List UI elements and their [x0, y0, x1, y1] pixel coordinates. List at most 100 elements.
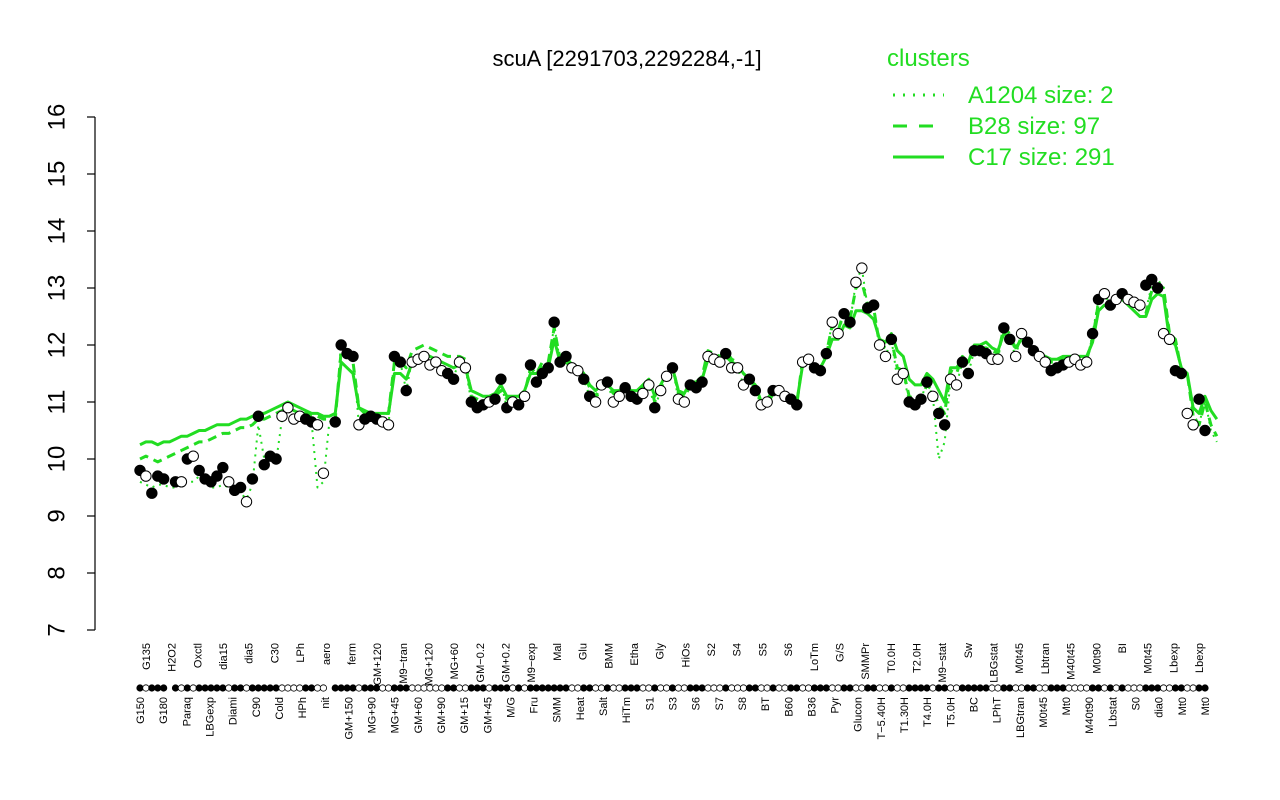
x-category-label: GM+120 — [372, 643, 384, 686]
rug-mark — [568, 684, 576, 692]
data-point — [749, 384, 762, 397]
rug-mark — [804, 684, 813, 692]
data-point — [873, 339, 886, 351]
data-point — [643, 379, 655, 391]
rug-mark — [136, 684, 144, 692]
rug-mark — [319, 684, 328, 692]
data-point — [382, 419, 395, 431]
rug-mark — [373, 684, 381, 692]
rug-mark — [432, 684, 440, 692]
x-category-label: Gly — [655, 643, 667, 660]
data-point — [1004, 333, 1016, 345]
rug-mark — [692, 684, 700, 692]
y-tick-label: 14 — [43, 218, 70, 245]
rug-mark — [858, 684, 866, 692]
data-point — [459, 362, 472, 374]
data-point — [1146, 273, 1158, 286]
data-point — [850, 276, 862, 288]
data-point — [548, 316, 560, 328]
x-category-label: Etha — [629, 642, 641, 666]
x-category-label: S2 — [706, 643, 718, 656]
x-category-label: C30 — [269, 643, 281, 663]
x-category-label: S1 — [644, 697, 656, 710]
x-category-label: M40t45 — [1066, 643, 1078, 680]
data-point — [856, 262, 868, 274]
x-category-label: Lbexp — [1168, 643, 1180, 673]
rug-mark — [213, 684, 221, 692]
rug-mark — [1154, 684, 1162, 692]
x-category-label: S5 — [757, 643, 769, 656]
rug-mark — [1088, 684, 1097, 692]
data-point — [240, 496, 253, 508]
rug-mark — [698, 684, 706, 692]
rug-mark — [1023, 684, 1032, 692]
rug-mark — [1124, 684, 1132, 692]
rug-mark — [615, 684, 623, 692]
rug-mark — [236, 684, 245, 692]
data-point — [430, 356, 442, 368]
data-point — [1193, 393, 1205, 405]
data-point — [193, 464, 205, 477]
x-category-label: GM+150 — [343, 697, 355, 740]
x-category-label: Mt0 — [1200, 697, 1212, 715]
y-tick-label: 9 — [43, 509, 70, 522]
rug-mark — [639, 684, 647, 692]
rug-mark — [438, 684, 446, 692]
x-category-label: T−5.40H — [876, 697, 888, 740]
rug-mark — [1071, 684, 1079, 692]
rug-mark — [1177, 684, 1185, 692]
rug-mark — [1195, 684, 1203, 692]
rug-mark — [177, 684, 186, 692]
rug-mark — [733, 684, 742, 692]
data-point — [252, 410, 265, 422]
x-category-label: dia5 — [244, 643, 256, 664]
rug-mark — [509, 684, 517, 692]
y-tick-label: 16 — [43, 104, 70, 131]
rug-mark — [337, 684, 345, 692]
data-point — [447, 373, 460, 385]
rug-mark — [657, 684, 665, 692]
rug-mark — [485, 684, 493, 692]
data-point — [489, 393, 501, 405]
rug-mark — [870, 684, 878, 692]
data-point — [572, 364, 584, 377]
data-point — [992, 353, 1004, 365]
rug-mark — [1130, 684, 1138, 692]
rug-mark — [361, 684, 369, 692]
rug-mark — [680, 684, 688, 692]
x-category-label: S6 — [691, 697, 703, 710]
x-category-label: G/S — [834, 643, 846, 662]
rug-mark — [586, 684, 594, 692]
data-point — [187, 450, 199, 462]
legend-label: B28 size: 97 — [968, 113, 1100, 140]
y-tick-label: 7 — [43, 623, 70, 636]
rug-mark — [1136, 684, 1144, 692]
rug-mark — [148, 684, 156, 692]
rug-mark — [982, 684, 990, 692]
rug-mark — [1000, 684, 1008, 692]
rug-mark — [1029, 684, 1038, 692]
rug-mark — [1201, 684, 1209, 692]
rug-mark — [183, 684, 191, 692]
rug-mark — [467, 684, 475, 692]
data-point — [1187, 419, 1199, 431]
rug-mark — [1148, 684, 1156, 692]
rug-mark — [497, 684, 505, 692]
data-point — [560, 350, 572, 363]
data-point — [1175, 367, 1188, 380]
rug-mark — [710, 684, 718, 692]
x-category-label: LPh — [295, 643, 307, 663]
data-points — [134, 262, 1211, 508]
rug-mark — [822, 684, 830, 692]
rug-mark — [1183, 684, 1191, 692]
rug-mark — [941, 684, 949, 692]
rug-mark — [290, 684, 298, 692]
data-point — [317, 467, 330, 479]
rug-mark — [1017, 684, 1026, 692]
rug-mark — [284, 684, 292, 692]
rug-mark — [958, 684, 967, 692]
x-category-label: ferm — [346, 643, 358, 665]
data-point — [518, 390, 531, 402]
x-category-label: MG+120 — [424, 643, 436, 686]
data-point — [844, 316, 856, 328]
